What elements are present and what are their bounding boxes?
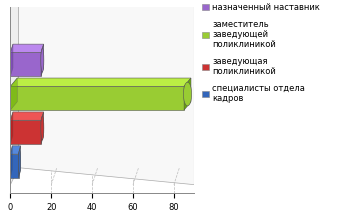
- Polygon shape: [10, 146, 20, 154]
- Polygon shape: [19, 146, 20, 178]
- Polygon shape: [41, 112, 44, 144]
- Polygon shape: [10, 112, 44, 120]
- Ellipse shape: [41, 48, 44, 72]
- Ellipse shape: [41, 116, 44, 140]
- Polygon shape: [10, 146, 12, 178]
- Ellipse shape: [184, 82, 192, 106]
- Ellipse shape: [18, 150, 21, 174]
- Polygon shape: [10, 112, 13, 144]
- Polygon shape: [10, 44, 13, 76]
- Polygon shape: [10, 78, 191, 86]
- Polygon shape: [184, 78, 191, 110]
- Polygon shape: [19, 0, 194, 185]
- Bar: [10, 154, 19, 178]
- Legend: назначенный наставник, заместитель
заведующей
поликлиникой, заведующая
поликлини: назначенный наставник, заместитель завед…: [200, 2, 322, 105]
- Bar: [10, 120, 41, 144]
- Bar: [10, 52, 41, 76]
- Polygon shape: [10, 44, 44, 52]
- Polygon shape: [10, 0, 19, 185]
- Polygon shape: [10, 78, 17, 110]
- Polygon shape: [41, 44, 44, 76]
- Bar: [10, 86, 184, 110]
